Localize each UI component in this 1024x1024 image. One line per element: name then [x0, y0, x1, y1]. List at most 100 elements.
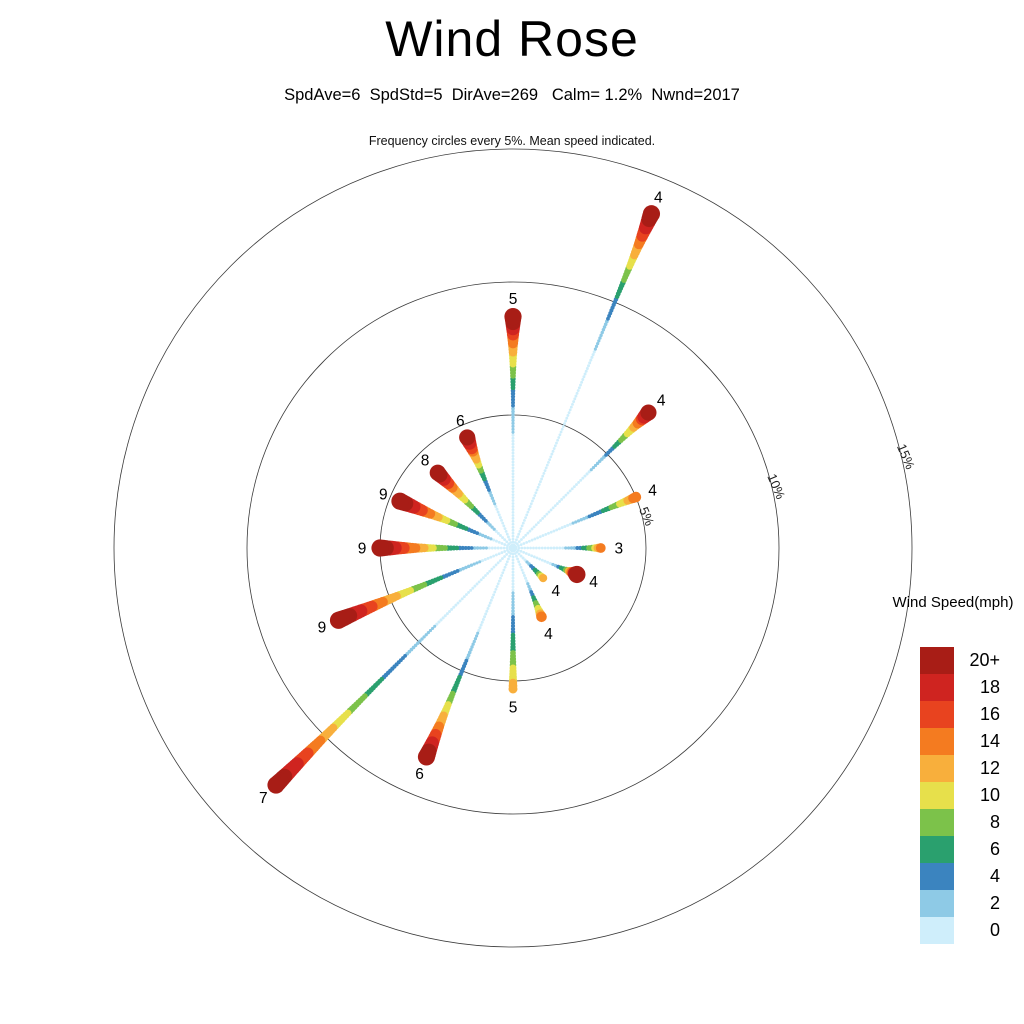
speed-dot [460, 597, 464, 601]
legend-bin-label: 14 [979, 731, 1000, 751]
speed-dot [577, 386, 581, 390]
speed-dot [441, 616, 445, 620]
speed-dot [511, 451, 515, 455]
speed-dot [575, 546, 580, 550]
spoke-mean-speed-label: 8 [421, 452, 430, 469]
speed-dot [563, 422, 566, 426]
speed-dot [500, 551, 504, 555]
speed-dot [465, 593, 468, 596]
speed-dot [511, 528, 515, 532]
speed-dot [564, 493, 568, 497]
speed-dot [435, 622, 439, 626]
speed-dot [564, 419, 568, 423]
speed-dot [489, 537, 493, 541]
speed-dot [466, 546, 471, 550]
speed-dot [505, 546, 509, 550]
speed-dot [552, 529, 556, 533]
speed-dot [549, 546, 553, 550]
speed-dot [498, 516, 502, 520]
speed-dot [448, 610, 451, 613]
spoke-nw: 8 [421, 452, 513, 548]
speed-dot [511, 427, 515, 431]
speed-dot [443, 614, 447, 618]
speed-dot [511, 487, 515, 491]
speed-dot [537, 483, 541, 486]
speed-dot [561, 425, 565, 428]
speed-dot [640, 404, 657, 421]
speed-dot [579, 478, 583, 482]
speed-dot [511, 606, 515, 610]
speed-dot [471, 642, 475, 646]
speed-dot [480, 533, 485, 538]
speed-dot [503, 555, 506, 558]
speed-dot [532, 546, 535, 550]
spoke-mean-speed-label: 4 [654, 190, 663, 207]
speed-dot [469, 588, 473, 592]
speed-dot [542, 472, 546, 475]
speed-dot [478, 560, 482, 564]
speed-dot [558, 546, 562, 550]
speed-dot [511, 400, 515, 405]
legend-row: 14 [920, 728, 1018, 755]
speed-dot [524, 576, 528, 580]
speed-dot [511, 412, 515, 417]
speed-dot [511, 510, 515, 514]
speed-dot [572, 546, 577, 550]
speed-dot [486, 571, 490, 575]
speed-dot [494, 587, 498, 591]
speed-dot [543, 514, 547, 518]
speed-dot [511, 463, 515, 467]
speed-dot [552, 546, 556, 550]
speed-dot [558, 433, 562, 437]
speed-dot [576, 519, 581, 523]
spoke-mean-speed-label: 9 [318, 620, 327, 637]
speed-dot [497, 552, 501, 556]
speed-dot [510, 623, 516, 629]
speed-dot [630, 491, 642, 503]
speed-dot [487, 546, 491, 550]
speed-dot [511, 603, 515, 607]
speed-dot [526, 546, 530, 550]
speed-dot [545, 512, 549, 516]
speed-dot [511, 442, 515, 446]
speed-dot [543, 546, 547, 550]
speed-dot [511, 576, 515, 580]
speed-dot [511, 579, 515, 583]
speed-dot [579, 383, 582, 387]
spoke-mean-speed-label: 4 [648, 483, 657, 500]
speed-dot [483, 534, 488, 539]
speed-dot [487, 604, 491, 608]
speed-dot [424, 633, 428, 637]
speed-dot [501, 557, 504, 560]
speed-dot [462, 595, 466, 599]
speed-dot [505, 560, 509, 564]
speed-dot [569, 405, 573, 409]
speed-dot [511, 403, 515, 408]
speed-dot [552, 447, 556, 450]
speed-dot [538, 573, 548, 583]
speed-dot [499, 546, 503, 550]
legend-swatch [920, 755, 954, 782]
speed-dot [481, 546, 486, 550]
speed-dot [517, 546, 521, 550]
speed-dot [511, 516, 515, 520]
spoke-nnw: 6 [456, 413, 514, 547]
speed-dot [490, 496, 495, 500]
speed-dot [473, 637, 478, 641]
speed-dot [560, 427, 564, 431]
speed-dot [536, 521, 540, 525]
speed-dot [575, 483, 578, 486]
speed-dot [527, 539, 531, 543]
ring-label: 10% [764, 471, 788, 501]
speed-dot [492, 593, 496, 597]
speed-dot [527, 584, 531, 589]
speed-dot [546, 546, 550, 550]
speed-dot [519, 549, 523, 553]
speed-dot [511, 561, 515, 565]
speed-dot [524, 533, 528, 537]
speed-dot [511, 415, 515, 420]
speed-dot [417, 748, 436, 766]
speed-dot [577, 480, 581, 484]
speed-dot [489, 598, 493, 602]
speed-dot [496, 582, 500, 586]
